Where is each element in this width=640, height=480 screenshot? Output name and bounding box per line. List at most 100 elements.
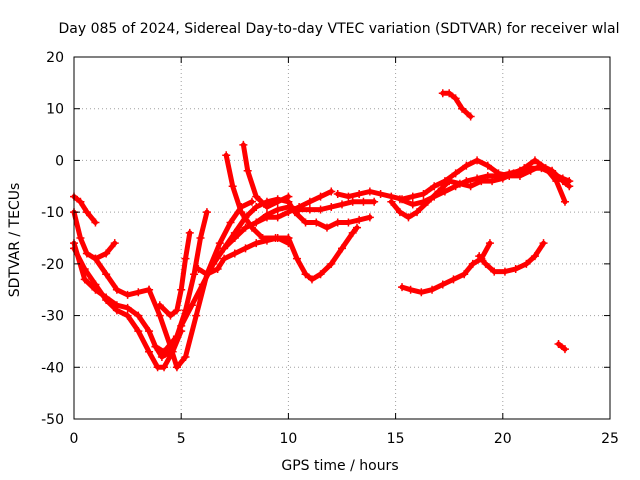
data-point [220, 254, 229, 263]
series-line [71, 209, 118, 262]
data-point [511, 265, 520, 274]
data-point [194, 265, 203, 274]
data-point [485, 239, 494, 248]
x-tick-labels: 0 5 10 15 20 25 [70, 431, 619, 447]
data-point [398, 283, 407, 292]
data-point [537, 164, 546, 173]
data-point [473, 156, 482, 165]
data-point [160, 363, 169, 372]
data-point [123, 290, 132, 299]
y-tick-label: -20 [41, 257, 64, 273]
data-point [258, 234, 267, 242]
data-point [408, 192, 417, 201]
data-point [355, 215, 364, 224]
series-line [71, 194, 98, 225]
data-point [177, 285, 186, 294]
data-point [316, 270, 325, 279]
data-point [483, 161, 492, 170]
data-point [215, 239, 224, 248]
data-series [70, 89, 574, 372]
data-point [284, 234, 293, 242]
data-point [145, 327, 154, 336]
data-point [190, 270, 199, 279]
data-point [458, 104, 467, 113]
series-s18 [438, 89, 475, 121]
data-point [145, 285, 154, 294]
data-point [552, 177, 561, 186]
data-point [252, 218, 261, 227]
data-point [327, 259, 336, 268]
data-point [160, 347, 169, 356]
x-tick-label: 5 [177, 431, 186, 447]
y-tick-label: -50 [41, 412, 64, 428]
data-point [370, 197, 379, 206]
data-point [112, 285, 121, 294]
series-s14 [284, 223, 362, 284]
series-line [476, 240, 546, 275]
data-point [305, 205, 314, 214]
axis-ticks [73, 56, 611, 420]
data-point [451, 169, 460, 178]
data-point [462, 161, 471, 170]
series-s21 [554, 340, 569, 354]
data-point [451, 94, 460, 103]
y-tick-label: 0 [55, 153, 64, 169]
data-point [353, 223, 362, 232]
data-point [273, 213, 282, 222]
data-point [172, 363, 181, 372]
data-point [284, 192, 293, 201]
data-point [530, 252, 539, 261]
data-point [333, 190, 342, 199]
data-point [213, 265, 222, 274]
data-point [539, 239, 548, 248]
series-s7 [155, 228, 194, 320]
data-point [134, 311, 143, 320]
data-point [273, 205, 282, 214]
data-point [230, 228, 239, 237]
y-tick-label: 20 [46, 50, 64, 66]
data-point [110, 239, 119, 248]
y-tick-label: -30 [41, 309, 64, 325]
data-point [226, 218, 235, 227]
data-point [560, 345, 569, 354]
data-point [155, 311, 164, 320]
data-point [228, 182, 237, 191]
data-point [522, 259, 531, 268]
data-point [558, 174, 567, 183]
data-point [451, 182, 460, 191]
data-point [430, 192, 439, 201]
data-point [316, 192, 325, 201]
data-point [271, 234, 280, 242]
y-tick-label: -40 [41, 360, 64, 376]
data-point [417, 288, 426, 297]
x-tick-label: 10 [279, 431, 297, 447]
data-point [262, 210, 271, 219]
data-point [338, 244, 346, 253]
chart-title: Day 085 of 2024, Sidereal Day-to-day VTE… [58, 21, 619, 37]
series-s11 [222, 151, 293, 242]
data-point [327, 202, 336, 211]
data-point [316, 205, 325, 214]
data-point [365, 187, 374, 196]
data-point [565, 177, 574, 186]
data-point [348, 197, 357, 206]
data-point [112, 306, 121, 315]
data-point [376, 190, 385, 199]
data-point [181, 352, 190, 361]
data-point [430, 182, 439, 191]
data-point [301, 218, 310, 227]
x-tick-label: 15 [387, 431, 405, 447]
data-point [247, 223, 256, 232]
data-point [466, 182, 475, 191]
data-point [82, 208, 91, 217]
data-point [395, 195, 404, 204]
data-point [220, 244, 229, 253]
data-point [312, 218, 321, 227]
data-point [295, 205, 304, 214]
series-s10 [220, 195, 374, 253]
data-point [185, 228, 194, 237]
data-point [322, 223, 331, 232]
data-point [327, 187, 336, 196]
data-point [192, 311, 201, 320]
